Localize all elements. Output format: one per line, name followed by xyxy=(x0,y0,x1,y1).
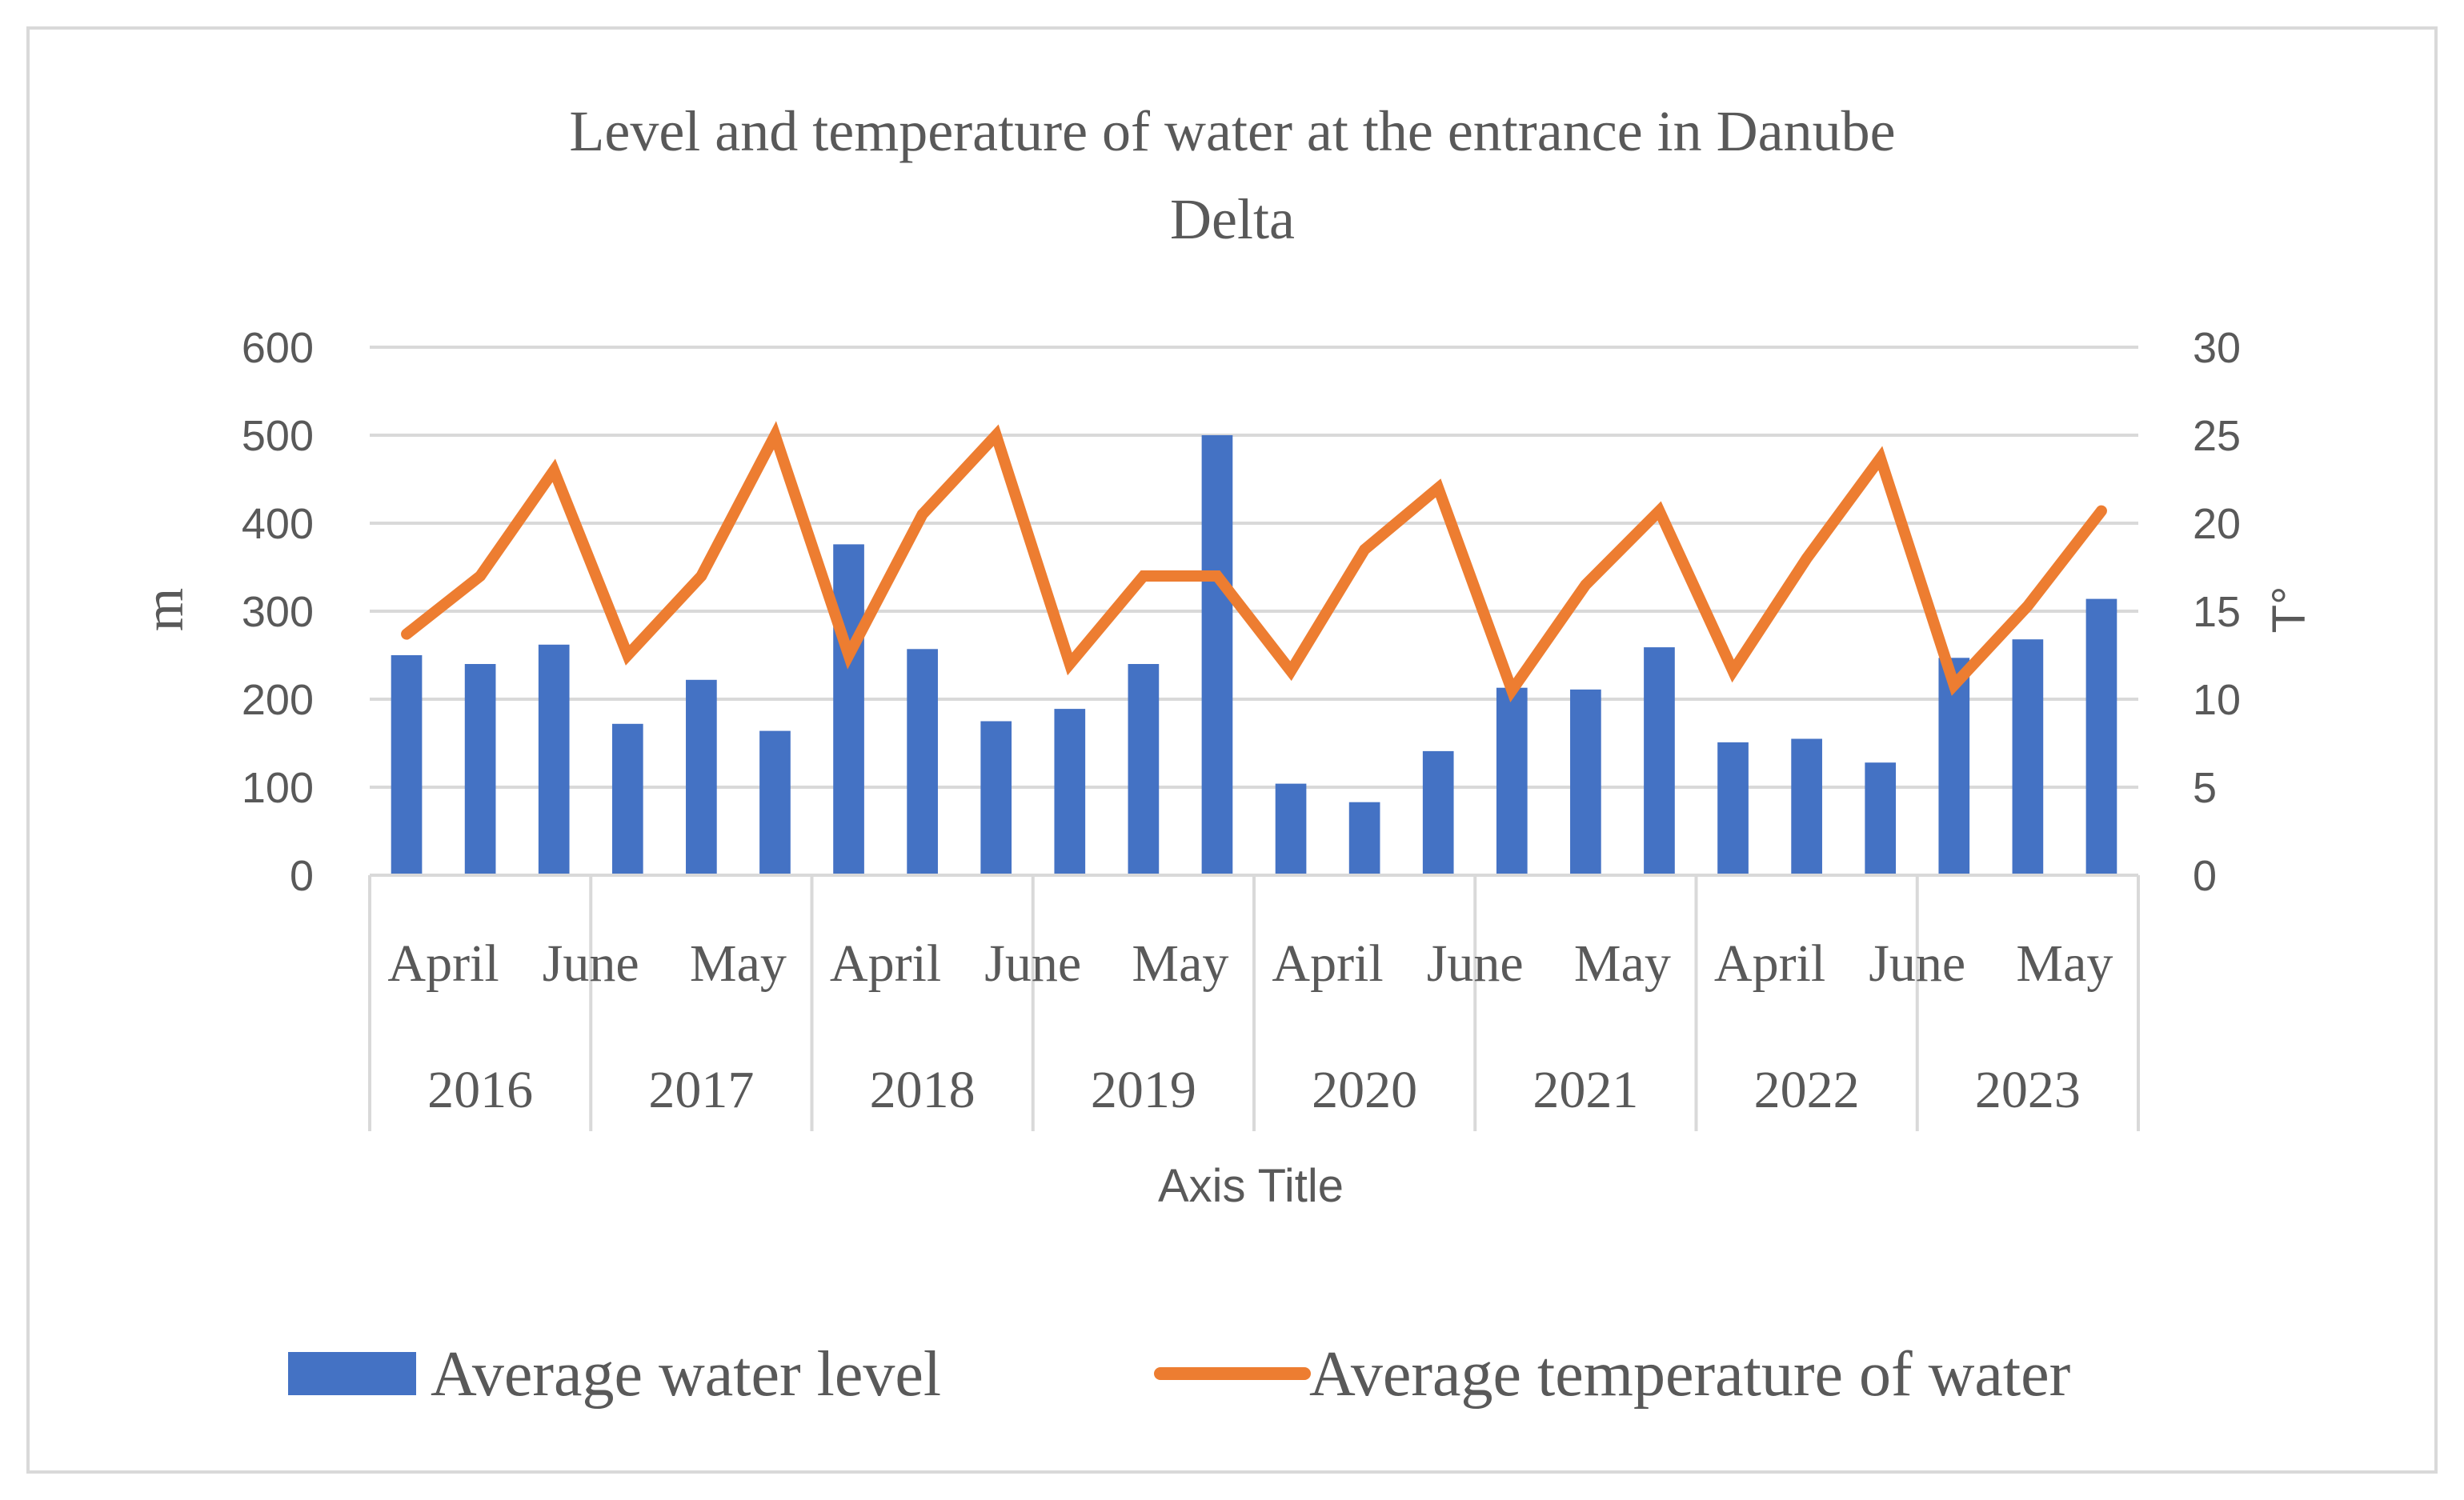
right-axis-tick-label: 0 xyxy=(2193,852,2217,900)
bar xyxy=(1570,689,1601,875)
month-label: May xyxy=(1132,934,1228,993)
bar xyxy=(1348,802,1380,875)
bar xyxy=(1201,435,1233,875)
left-axis-tick-label: 400 xyxy=(242,500,314,548)
temperature-line xyxy=(401,421,2107,703)
chart-title-line-1: Level and temperature of water at the en… xyxy=(569,99,1895,163)
bar xyxy=(2012,639,2044,875)
right-axis-tick-label: 30 xyxy=(2193,324,2241,372)
left-axis-tick-label: 100 xyxy=(242,764,314,812)
chart-title-line-2: Delta xyxy=(1170,187,1295,251)
right-axis-tick-label: 5 xyxy=(2193,764,2217,812)
year-label: 2017 xyxy=(648,1061,754,1119)
bar xyxy=(1644,647,1675,875)
year-label: 2016 xyxy=(427,1061,533,1119)
year-label: 2021 xyxy=(1532,1061,1638,1119)
month-label: May xyxy=(2016,934,2113,993)
month-label: June xyxy=(1869,934,1965,993)
month-label: June xyxy=(1427,934,1524,993)
legend-label-temperature: Average temperature of water xyxy=(1309,1339,2070,1410)
year-label: 2018 xyxy=(870,1061,976,1119)
bar xyxy=(611,723,643,875)
left-axis-ticks: 0 100 200 300 400 500 600 xyxy=(242,324,314,900)
year-label: 2020 xyxy=(1312,1061,1417,1119)
bar xyxy=(1422,750,1454,875)
bar xyxy=(686,679,717,875)
bar xyxy=(833,544,864,875)
bar xyxy=(1865,762,1897,875)
legend: Average water level Average temperature … xyxy=(288,1339,2070,1410)
left-axis-tick-label: 600 xyxy=(242,324,314,372)
left-axis-tick-label: 0 xyxy=(290,852,314,900)
bar xyxy=(1054,709,1086,875)
right-axis-tick-label: 25 xyxy=(2193,412,2241,460)
month-label: April xyxy=(387,934,499,993)
bar xyxy=(1938,658,1970,875)
month-label: May xyxy=(690,934,787,993)
left-axis-tick-label: 300 xyxy=(242,588,314,636)
right-axis-title: T° xyxy=(2263,586,2315,634)
bar xyxy=(1128,664,1160,875)
legend-label-water-level: Average water level xyxy=(431,1339,941,1410)
bar xyxy=(1496,687,1528,875)
year-label: 2022 xyxy=(1754,1061,1860,1119)
right-axis-tick-label: 10 xyxy=(2193,676,2241,724)
left-axis-tick-label: 200 xyxy=(242,676,314,724)
bar xyxy=(907,649,938,875)
right-axis-tick-label: 20 xyxy=(2193,500,2241,548)
bar-series-average-water-level xyxy=(391,435,2117,875)
left-axis-tick-label: 500 xyxy=(242,412,314,460)
month-label: April xyxy=(830,934,941,993)
year-label: 2023 xyxy=(1975,1061,2081,1119)
line-series-average-temperature xyxy=(401,421,2107,703)
bar xyxy=(1717,742,1749,875)
month-label: June xyxy=(543,934,639,993)
month-label: June xyxy=(984,934,1081,993)
month-label: May xyxy=(1574,934,1671,993)
month-label: April xyxy=(1714,934,1825,993)
x-axis-title: Axis Title xyxy=(1158,1160,1344,1212)
bar xyxy=(1275,783,1307,875)
left-axis-title: m xyxy=(134,588,195,631)
bar xyxy=(759,730,791,875)
category-axis: April June May April June May April June May Apri… xyxy=(368,874,2140,1131)
year-label: 2019 xyxy=(1091,1061,1196,1119)
right-axis-ticks: 0 5 10 15 20 25 30 xyxy=(2193,324,2241,900)
bar xyxy=(980,721,1012,875)
bar xyxy=(464,664,496,875)
bar xyxy=(2085,598,2117,875)
bar xyxy=(391,655,423,875)
legend-swatch-water-level xyxy=(288,1352,416,1395)
month-label: April xyxy=(1272,934,1383,993)
right-axis-tick-label: 15 xyxy=(2193,588,2241,636)
bar xyxy=(538,644,570,875)
bar xyxy=(1791,738,1822,875)
